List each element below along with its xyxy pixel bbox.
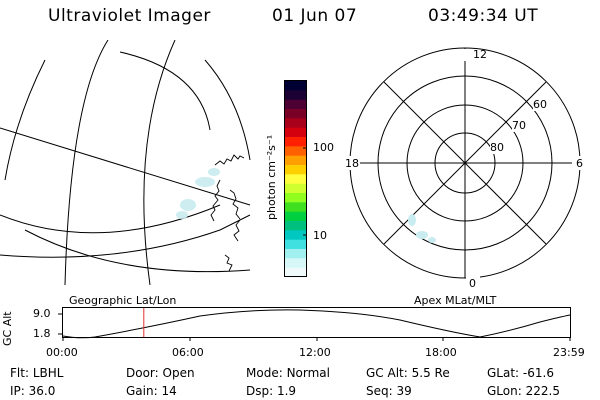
colorbar-cell	[285, 165, 306, 175]
altitude-ytick-1.8: 1.8	[33, 327, 51, 340]
dsp-info: Dsp: 1.9	[246, 384, 297, 398]
colorbar-cell	[285, 127, 306, 138]
x-tick-label: 18:00	[425, 346, 457, 359]
colorbar-cell	[285, 249, 306, 259]
mode-info: Mode: Normal	[246, 366, 330, 380]
seq-info: Seq: 39	[366, 384, 412, 398]
colorbar-cell	[285, 137, 306, 147]
time-label: 03:49:34 UT	[428, 6, 539, 26]
x-tick-label: 12:00	[299, 346, 331, 359]
apex-label: Apex MLat/MLT	[414, 294, 497, 307]
colorbar-cell	[285, 230, 306, 241]
colorbar	[284, 80, 307, 278]
map-grid-line	[143, 40, 176, 285]
colorbar-cell	[285, 155, 306, 166]
colorbar-cell	[285, 118, 306, 129]
map-grid-line	[4, 59, 46, 181]
geographic-label: Geographic Lat/Lon	[69, 294, 177, 307]
colorbar-cell	[285, 258, 306, 269]
x-tick-label: 23:59	[553, 346, 585, 359]
polar-plot	[342, 47, 584, 282]
gc-alt-info: GC Alt: 5.5 Re	[366, 366, 450, 380]
altitude-ytick-9: 9.0	[33, 307, 51, 320]
mlat-label-60: 60	[533, 98, 547, 111]
date-label: 01 Jun 07	[272, 6, 358, 26]
mlat-label-80: 80	[490, 141, 504, 154]
colorbar-cell	[285, 211, 306, 222]
colorbar-tick-100: 100	[313, 141, 334, 154]
glon-info: GLon: 222.5	[487, 384, 560, 398]
colorbar-cell	[285, 90, 306, 101]
instrument-title: Ultraviolet Imager	[48, 6, 211, 26]
flt-info: Flt: LBHL	[10, 366, 64, 380]
coastline	[210, 154, 245, 272]
ip-info: IP: 36.0	[10, 384, 56, 398]
mlt-label-18: 18	[345, 157, 359, 170]
x-tick-label: 06:00	[172, 346, 204, 359]
colorbar-cell	[285, 81, 306, 91]
mlt-label-0: 0	[469, 277, 476, 290]
geographic-map	[0, 40, 251, 285]
x-tick-label: 00:00	[46, 346, 78, 359]
aurora-emission	[176, 168, 220, 219]
map-grid-line	[204, 59, 251, 161]
map-grid-line	[24, 229, 251, 273]
altitude-plot	[58, 307, 571, 341]
colorbar-cell	[285, 109, 306, 119]
colorbar-cell	[285, 239, 306, 250]
map-grid-line	[119, 51, 211, 131]
door-info: Door: Open	[126, 366, 195, 380]
colorbar-cell	[285, 174, 306, 185]
mlt-label-6: 6	[576, 157, 583, 170]
colorbar-cell	[285, 146, 306, 157]
altitude-plot-frame	[62, 307, 571, 338]
colorbar-cell	[285, 99, 306, 110]
colorbar-cell	[285, 193, 306, 203]
mlat-label-70: 70	[512, 119, 526, 132]
mlt-label-12: 12	[473, 48, 487, 61]
map-grid-line	[0, 204, 221, 234]
colorbar-cell	[285, 183, 306, 194]
altitude-curve	[62, 309, 571, 339]
polar-aurora	[408, 214, 436, 243]
colorbar-cell	[285, 267, 306, 278]
gain-info: Gain: 14	[126, 384, 177, 398]
colorbar-tick-10: 10	[313, 229, 327, 242]
map-grid-line	[0, 127, 251, 206]
map-grid-line	[64, 40, 109, 285]
colorbar-cell	[285, 221, 306, 231]
glat-info: GLat: -61.6	[487, 366, 554, 380]
colorbar-cell	[285, 202, 306, 213]
